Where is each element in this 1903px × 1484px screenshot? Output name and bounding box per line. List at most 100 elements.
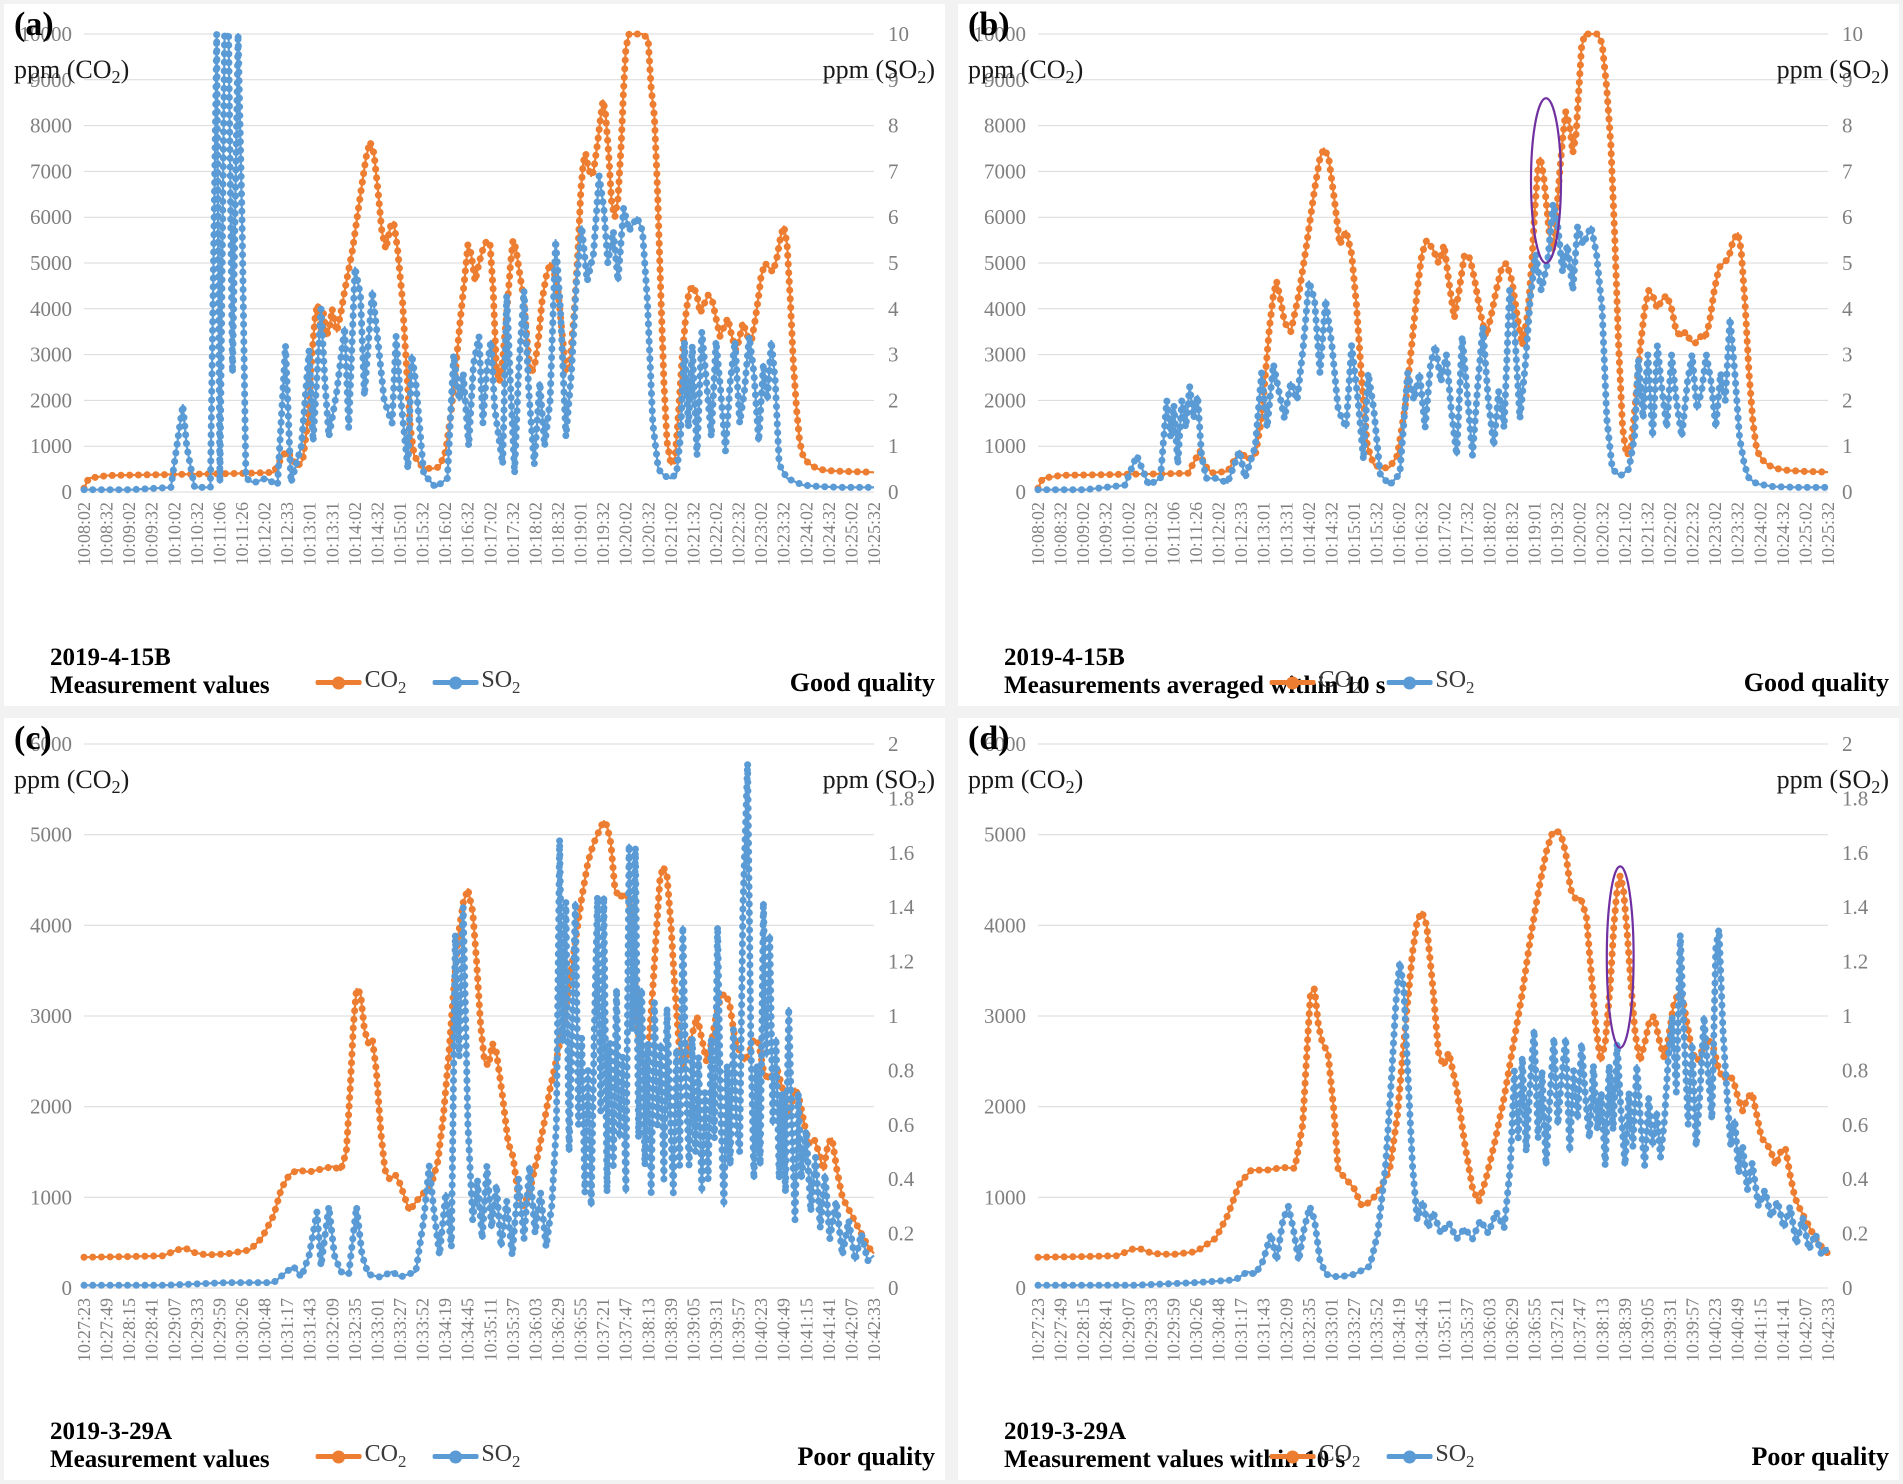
svg-text:10:14:32: 10:14:32 [367,502,387,566]
so2-line-swatch [1386,1450,1433,1464]
svg-text:8: 8 [1842,114,1853,138]
svg-text:9: 9 [1842,68,1853,92]
svg-text:10:20:02: 10:20:02 [1570,502,1590,566]
series-so2 [1034,925,1832,1289]
svg-text:10:29:07: 10:29:07 [164,1298,184,1362]
svg-text:10:24:32: 10:24:32 [819,502,839,566]
svg-text:10:23:32: 10:23:32 [1728,502,1748,566]
svg-text:10:18:32: 10:18:32 [548,502,568,566]
legend-item-so2: SO2 [1386,667,1474,698]
left-axis-tick-labels: 0 1000 2000 3000 4000 5000 6000 7000 8000 9000 100… [974,22,1027,504]
svg-text:10:23:32: 10:23:32 [774,502,794,566]
svg-text:1.8: 1.8 [888,786,914,810]
svg-text:1: 1 [1842,434,1853,458]
svg-text:10:17:32: 10:17:32 [1457,502,1477,566]
svg-text:10000: 10000 [20,22,73,46]
svg-text:10:36:03: 10:36:03 [1479,1298,1499,1362]
panel-subtitle: Measurement values [50,1446,270,1473]
svg-text:4000: 4000 [30,913,72,937]
svg-text:10:09:02: 10:09:02 [1073,502,1093,566]
svg-text:10:39:05: 10:39:05 [683,1298,703,1362]
svg-text:6000: 6000 [984,205,1026,229]
co2-line-swatch [315,676,362,690]
svg-text:10:36:29: 10:36:29 [548,1298,568,1362]
svg-text:10:38:39: 10:38:39 [1615,1298,1635,1362]
svg-text:2000: 2000 [30,388,72,412]
svg-text:1000: 1000 [984,1185,1026,1209]
svg-text:10:39:57: 10:39:57 [729,1298,749,1362]
so2-line-swatch [1386,676,1433,690]
svg-text:1000: 1000 [30,1185,72,1209]
legend: CO2 SO2 [315,667,520,698]
svg-text:10:11:06: 10:11:06 [1163,502,1183,565]
caption-text: 2019-4-15B Measurements averaged within … [1004,644,1385,700]
panel-subtitle: Measurements averaged within 10 s [1004,672,1386,699]
svg-text:10:38:39: 10:38:39 [661,1298,681,1362]
svg-text:4: 4 [888,297,899,321]
right-axis-unit-label: ppm (SO2) [1777,55,1889,87]
svg-text:10:35:11: 10:35:11 [480,1298,500,1361]
svg-text:10:33:52: 10:33:52 [413,1298,433,1362]
svg-text:0: 0 [888,480,899,504]
x-axis-tick-labels: 10:27:23 10:27:49 10:28:15 10:28:41 10:29:07… [1028,1298,1838,1362]
svg-text:10:34:45: 10:34:45 [1412,1298,1432,1362]
quality-label: Good quality [1743,668,1889,697]
co2-line-swatch [315,1450,362,1464]
svg-text:2000: 2000 [30,1095,72,1119]
series-so2 [1034,200,1832,494]
svg-text:10:25:02: 10:25:02 [1795,502,1815,566]
svg-text:10:15:32: 10:15:32 [413,502,433,566]
svg-text:10:30:48: 10:30:48 [1209,1298,1229,1362]
svg-text:10:13:31: 10:13:31 [1276,502,1296,566]
svg-text:6000: 6000 [984,732,1026,756]
svg-text:5000: 5000 [30,251,72,275]
svg-text:10:08:02: 10:08:02 [1028,502,1048,566]
svg-text:1000: 1000 [30,434,72,458]
so2-line-swatch [432,676,479,690]
svg-text:10:42:33: 10:42:33 [864,1298,884,1362]
svg-text:10:21:32: 10:21:32 [1637,502,1657,566]
svg-text:10:18:32: 10:18:32 [1502,502,1522,566]
svg-text:10:37:21: 10:37:21 [593,1298,613,1362]
legend-item-co2: CO2 [315,667,406,698]
panel-title: 2019-4-15B [1004,644,1125,671]
right-axis-unit-label: ppm (SO2) [823,55,935,87]
svg-text:10:31:43: 10:31:43 [300,1298,320,1362]
svg-text:1.4: 1.4 [888,895,915,919]
series-co2 [1034,826,1832,1261]
right-axis-tick-labels: 0 0.2 0.4 0.6 0.8 1 1.2 1.4 1.6 1.8 2 [888,732,915,1300]
svg-text:10:12:33: 10:12:33 [1231,502,1251,566]
svg-text:0.4: 0.4 [1842,1167,1869,1191]
svg-text:1000: 1000 [984,434,1026,458]
svg-text:10:12:02: 10:12:02 [255,502,275,566]
svg-text:10:33:52: 10:33:52 [1367,1298,1387,1362]
caption-row-a: 2019-4-15B Measurement values CO2 SO2 Go… [4,644,945,706]
svg-text:10:32:35: 10:32:35 [345,1298,365,1362]
left-axis-tick-labels: 0 1000 2000 3000 4000 5000 6000 7000 8000 9000 100… [20,22,73,504]
svg-text:10:18:02: 10:18:02 [1479,502,1499,566]
chart-canvas-c: 0 1000 2000 3000 4000 5000 6000 0 0.2 0.4 0.6 0.8 1 1… [14,732,935,1362]
svg-text:10: 10 [1842,22,1863,46]
right-axis-tick-labels: 0 1 2 3 4 5 6 7 8 9 10 [1842,22,1863,504]
svg-text:10:28:15: 10:28:15 [1073,1298,1093,1362]
svg-text:10:28:41: 10:28:41 [1096,1298,1116,1362]
svg-text:1: 1 [888,1004,899,1028]
chart-canvas-d: 0 1000 2000 3000 4000 5000 6000 0 0.2 0.4 0.6 0.8 1 1… [968,732,1889,1362]
svg-text:0: 0 [62,1276,73,1300]
legend-item-so2: SO2 [432,667,520,698]
svg-text:10:10:32: 10:10:32 [187,502,207,566]
svg-text:10:33:27: 10:33:27 [390,1298,410,1362]
x-axis-tick-labels: 10:08:02 10:08:32 10:09:02 10:09:32 10:10:02… [74,502,884,566]
gridlines [1038,33,1828,493]
svg-text:5000: 5000 [30,823,72,847]
svg-text:9: 9 [888,68,899,92]
caption-text: 2019-4-15B Measurement values [50,644,270,700]
svg-text:10:19:01: 10:19:01 [1525,502,1545,566]
svg-text:4000: 4000 [30,297,72,321]
legend-item-so2: SO2 [1386,1441,1474,1472]
svg-text:10:10:02: 10:10:02 [164,502,184,566]
svg-text:10:29:59: 10:29:59 [1163,1298,1183,1362]
quality-label: Good quality [789,668,935,697]
svg-text:10:13:01: 10:13:01 [300,502,320,566]
